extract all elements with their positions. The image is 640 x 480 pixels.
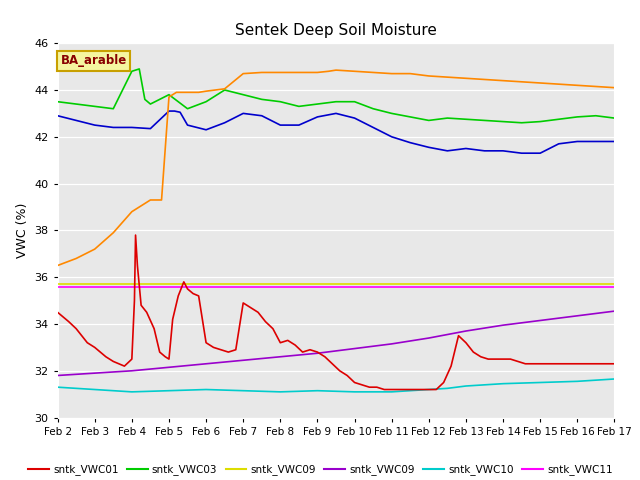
Text: BA_arable: BA_arable xyxy=(60,54,127,67)
Title: Sentek Deep Soil Moisture: Sentek Deep Soil Moisture xyxy=(235,23,437,38)
Y-axis label: VWC (%): VWC (%) xyxy=(16,203,29,258)
Legend: sntk_VWC01, sntk_VWC02, sntk_VWC03, sntk_VWC06, sntk_VWC09, sntk_VWC09, sntk_VWC: sntk_VWC01, sntk_VWC02, sntk_VWC03, sntk… xyxy=(24,460,617,480)
